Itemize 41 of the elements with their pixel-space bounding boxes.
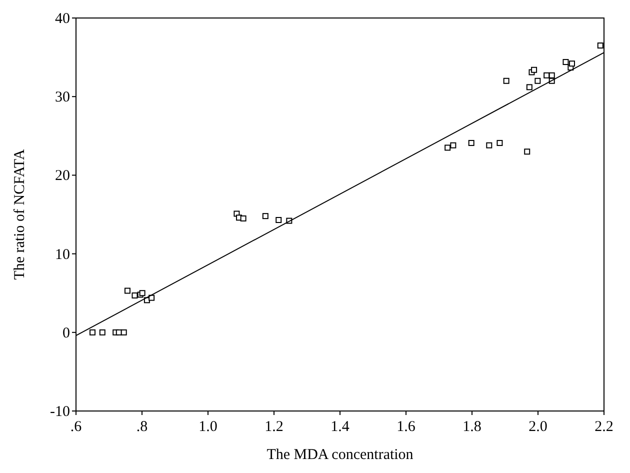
point (90, 329, 96, 336)
point (526, 84, 532, 90)
x-tick-label: 1.8 (462, 419, 482, 435)
point (276, 217, 282, 223)
y-axis-title: The ratio of NCFATA (12, 149, 28, 280)
x-tick-label: .8 (136, 419, 148, 435)
point (496, 140, 503, 146)
point (544, 72, 550, 78)
point (262, 213, 268, 220)
point (148, 294, 155, 301)
point (534, 78, 541, 84)
point (120, 329, 127, 336)
point (132, 292, 138, 298)
y-tick-label: 30 (55, 90, 70, 106)
point (486, 142, 492, 148)
point (468, 140, 474, 146)
x-tick-label: 1.2 (264, 419, 284, 435)
x-axis-title: The MDA concentration (266, 447, 414, 463)
point (503, 78, 510, 84)
y-tick-label: -10 (50, 404, 70, 420)
x-tick-label: 2.2 (594, 419, 614, 435)
y-tick-label: 0 (62, 325, 70, 342)
point (240, 215, 246, 222)
point (568, 60, 575, 67)
point (597, 42, 604, 49)
point (124, 288, 130, 294)
point (450, 142, 456, 148)
point (548, 72, 555, 78)
y-tick-label: 40 (55, 11, 70, 27)
x-tick-label: 1.4 (330, 419, 350, 435)
point (531, 66, 538, 73)
point (524, 148, 530, 155)
point (99, 329, 106, 336)
x-tick-label: 1.6 (396, 419, 416, 435)
y-tick-label: 20 (55, 168, 70, 184)
x-tick-label: 2.0 (528, 419, 548, 435)
x-tick-label: 1.0 (198, 419, 218, 435)
y-tick-label: 10 (55, 246, 70, 263)
point (562, 59, 569, 66)
point (444, 144, 451, 151)
x-tick-label: .6 (70, 419, 82, 435)
